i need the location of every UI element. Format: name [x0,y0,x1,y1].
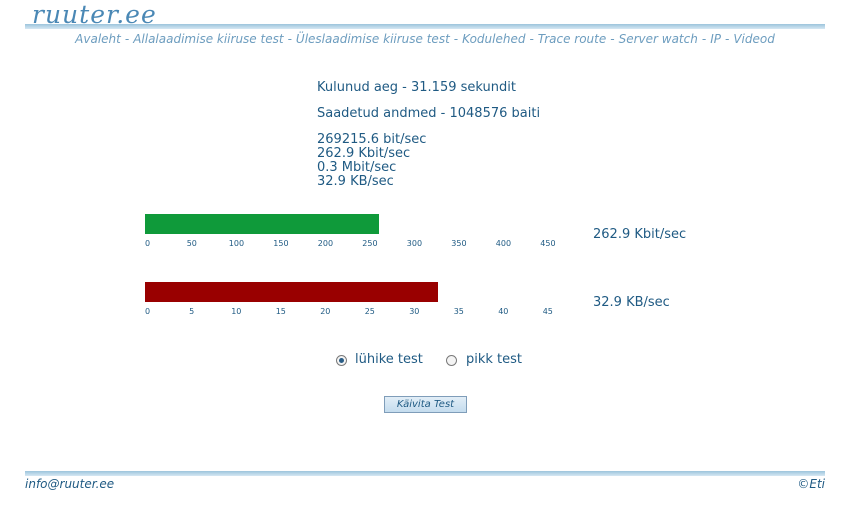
scale-tick: 450 [540,239,556,248]
footer-copyright: ©Eti [797,477,825,491]
scale-tick: 150 [273,239,289,248]
scale-tick: 400 [495,239,512,248]
speed-kbitsec: 262.9 Kbit/sec [317,146,411,161]
scale-tick: 45 [542,307,553,316]
elapsed-time: Kulunud aeg - 31.159 sekundit [317,80,516,95]
footer-email[interactable]: info@ruuter.ee [25,477,115,491]
speed-value-kbit: 262.9 Kbit/sec [593,227,687,242]
nav-videod[interactable]: Videod [733,32,775,46]
nav-separator: - [610,32,615,46]
scale-tick: 200 [317,239,334,248]
nav-separator: - [701,32,707,46]
header-divider [25,24,825,29]
nav-avaleht[interactable]: Avaleht [75,32,121,46]
speed-bitsec: 269215.6 bit/sec [317,132,427,147]
scale-tick: 0 [145,307,151,316]
scale-tick: 350 [451,239,467,248]
nav-ip[interactable]: IP [710,32,721,46]
start-test-button[interactable]: Käivita Test [384,396,467,413]
nav-separator: - [529,32,534,46]
scale-tick: 40 [498,307,509,316]
speed-bar-kb [145,282,438,302]
scale-tick: 5 [189,307,195,316]
nav-trace-route[interactable]: Trace route [537,32,607,46]
nav-download-test[interactable]: Allalaadimise kiiruse test [133,32,284,46]
scale-tick: 100 [228,239,245,248]
nav-server-watch[interactable]: Server watch [618,32,698,46]
main-nav: Avaleht - Allalaadimise kiiruse test - Ülesl… [0,32,850,46]
scale-tick: 250 [362,239,378,248]
speed-kbsec: 32.9 KB/sec [317,174,394,189]
scale-tick: 10 [231,307,242,316]
long-test-label[interactable]: pikk test [466,352,523,367]
data-sent: Saadetud andmed - 1048576 baiti [317,106,541,121]
short-test-label[interactable]: lühike test [355,352,423,367]
nav-kodulehed[interactable]: Kodulehed [462,32,526,46]
scale-tick: 35 [453,307,464,316]
long-test-radio[interactable] [446,355,457,366]
nav-separator: - [724,32,730,46]
nav-separator: - [453,32,459,46]
speed-mbitsec: 0.3 Mbit/sec [317,160,397,175]
nav-separator: - [124,32,130,46]
scale-tick: 0 [145,239,151,248]
speed-value-kb: 32.9 KB/sec [593,295,670,310]
scale-tick: 15 [275,307,286,316]
scale-tick: 20 [320,307,331,316]
nav-upload-test[interactable]: Üleslaadimise kiiruse test [295,32,450,46]
scale-tick: 25 [364,307,375,316]
scale-tick: 30 [409,307,420,316]
nav-separator: - [287,32,292,46]
speed-bar-kbit [145,214,379,234]
scale-tick: 300 [406,239,423,248]
scale-tick: 50 [186,239,197,248]
short-test-radio[interactable] [336,355,347,366]
footer-divider [25,471,825,476]
